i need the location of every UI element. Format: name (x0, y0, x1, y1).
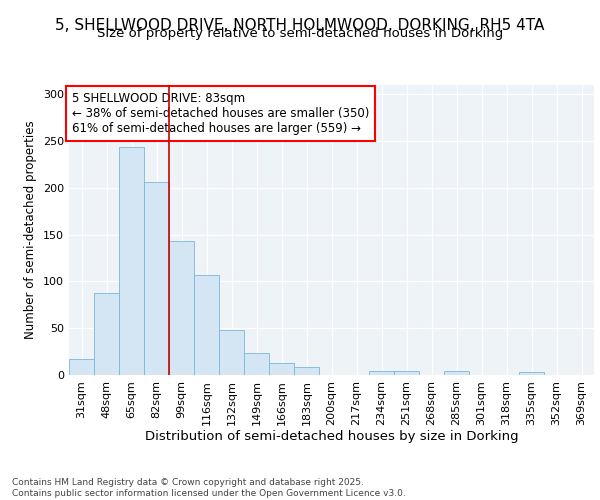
Bar (169, 241, 194, 375)
Bar (520, 372, 544, 375)
X-axis label: Distribution of semi-detached houses by size in Dorking: Distribution of semi-detached houses by … (145, 430, 518, 444)
Bar (295, 366, 319, 375)
Bar (394, 372, 419, 375)
Bar (269, 363, 293, 375)
Bar (94, 292, 119, 375)
Text: 5, SHELLWOOD DRIVE, NORTH HOLMWOOD, DORKING, RH5 4TA: 5, SHELLWOOD DRIVE, NORTH HOLMWOOD, DORK… (55, 18, 545, 32)
Text: Size of property relative to semi-detached houses in Dorking: Size of property relative to semi-detach… (97, 28, 503, 40)
Bar (194, 275, 218, 375)
Bar (145, 182, 169, 375)
Y-axis label: Number of semi-detached properties: Number of semi-detached properties (25, 120, 37, 340)
Bar (445, 372, 469, 375)
Bar (119, 146, 143, 375)
Bar (70, 359, 94, 375)
Bar (370, 372, 394, 375)
Bar (220, 330, 244, 375)
Bar (244, 352, 269, 375)
Text: 5 SHELLWOOD DRIVE: 83sqm
← 38% of semi-detached houses are smaller (350)
61% of : 5 SHELLWOOD DRIVE: 83sqm ← 38% of semi-d… (71, 92, 369, 135)
Text: Contains HM Land Registry data © Crown copyright and database right 2025.
Contai: Contains HM Land Registry data © Crown c… (12, 478, 406, 498)
